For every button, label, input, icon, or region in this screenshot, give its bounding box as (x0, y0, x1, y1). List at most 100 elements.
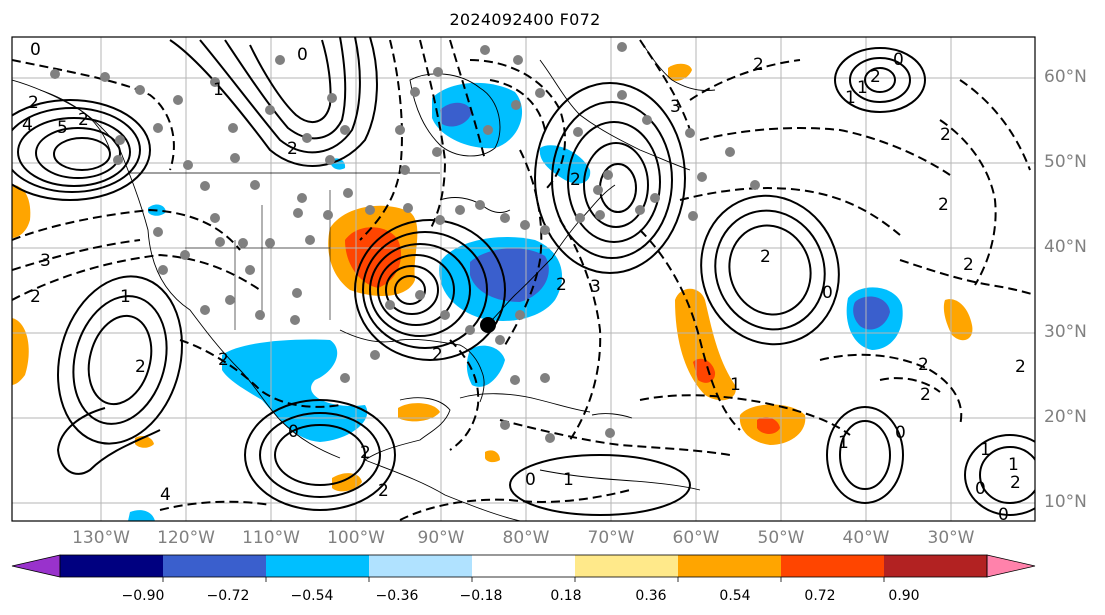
contour-se-2 (979, 446, 1035, 504)
contour-ne-atlantic-1 (834, 47, 926, 113)
dashed-contour-atlantic-2 (679, 187, 901, 236)
contour-label: 2 (940, 125, 951, 145)
dashed-contour-caribbean (499, 419, 731, 456)
contour-atlantic-high-2 (714, 209, 826, 331)
colorbar-tick-label: 0.72 (804, 588, 836, 604)
contour-high-gulf-alaska-5 (53, 137, 111, 171)
lon-label-80w: 80°W (502, 528, 550, 548)
cool-anomaly-mexico (222, 339, 368, 442)
contour-label: 1 (563, 470, 574, 490)
contour-label: 2 (1015, 357, 1026, 377)
contour-label: 2 (753, 55, 764, 75)
contour-low-central-us-4 (377, 254, 455, 326)
contour-label: 2 (920, 385, 931, 405)
storm-marker (480, 317, 496, 333)
contour-label: 2 (28, 93, 39, 113)
colorbar-segment (678, 555, 782, 577)
lat-label-40n: 40°N (1044, 237, 1087, 257)
lon-label-100w: 100°W (327, 528, 385, 548)
contour-label: 1 (1008, 455, 1019, 475)
contour-label: 0 (30, 40, 41, 60)
dashed-contour-tropical-2 (879, 377, 941, 393)
contour-label: 2 (30, 287, 41, 307)
contour-ridge-canada-2 (199, 37, 361, 154)
contour-labels: 0 2 4 5 2 1 2 0 1 2 2 3 4 2 2 0 2 1 2 3 … (22, 40, 1026, 525)
dashed-contour-central-1 (179, 339, 341, 408)
colorbar-segment (266, 555, 370, 577)
contour-label: 1 (857, 78, 868, 98)
contour-tropical-1 (826, 406, 904, 504)
colorbar-tick-label: 0.18 (550, 588, 582, 604)
contour-low-central-us-5 (385, 265, 439, 315)
contour-label: 0 (525, 470, 536, 490)
contour-label: 2 (218, 350, 229, 370)
warm-anomaly-pacific-edge (12, 318, 29, 385)
contour-label: 2 (378, 481, 389, 501)
lon-label-50w: 50°W (757, 528, 805, 548)
lat-label-10n: 10°N (1044, 492, 1087, 512)
contour-label: 1 (845, 88, 856, 108)
contour-south-mexico-2 (259, 412, 381, 498)
lon-label-90w: 90°W (417, 528, 465, 548)
contour-label: 1 (980, 440, 991, 460)
contour-label: 2 (963, 255, 974, 275)
strong-warm-anomaly-tropical (757, 417, 780, 434)
strong-cool-anomaly-east-atlantic (853, 296, 890, 330)
colorbar-extend-low (11, 554, 61, 578)
colorbar-tick-label: −0.36 (375, 588, 419, 604)
yucatan (364, 397, 451, 461)
cool-anomaly-gulf (466, 345, 505, 387)
contour-low-central-us-1 (354, 219, 506, 361)
warm-anomaly-pacific-south (332, 473, 362, 492)
lat-label-30n: 30°N (1044, 322, 1087, 342)
contour-newfoundland-4 (583, 142, 649, 228)
dashed-contour-east-atlantic-1 (939, 119, 997, 286)
map-title: 2024092400 F072 (449, 10, 601, 29)
contour-label: 2 (432, 345, 443, 365)
dashed-contour-east-1 (504, 149, 543, 346)
colorbar (11, 554, 1036, 582)
colorbar-tick-label: −0.18 (459, 588, 503, 604)
negative-contours (12, 39, 1035, 521)
contour-label: 0 (975, 479, 986, 499)
dashed-contour-hudson-1 (469, 59, 566, 191)
colorbar-segment (60, 555, 164, 577)
contour-label: 1 (120, 287, 131, 307)
dashed-contour-west-1 (12, 208, 241, 251)
contour-se-1 (964, 434, 1035, 516)
contour-newfoundland-1 (534, 82, 686, 274)
contour-newfoundland-2 (551, 101, 673, 259)
colorbar-segment (472, 555, 576, 577)
contour-label: 2 (360, 443, 371, 463)
contour-label: 2 (760, 247, 771, 267)
contour-label: 4 (22, 115, 33, 135)
contour-label: 2 (870, 67, 881, 87)
contour-label: 2 (287, 139, 298, 159)
dashed-contour-south-2 (159, 500, 271, 511)
contour-label: 0 (822, 283, 833, 303)
colorbar-tick-label: 0.54 (719, 588, 751, 604)
contour-label: 0 (288, 422, 299, 442)
contour-south-mexico-1 (244, 399, 396, 511)
warm-anomaly-small-2 (485, 450, 500, 463)
contour-pacific-sw-1 (57, 275, 183, 445)
dashed-contour-atlantic-1 (639, 229, 741, 431)
dashed-contour-south-1 (399, 489, 631, 521)
contour-label: 3 (40, 251, 51, 271)
contour-pacific-sw-2 (72, 295, 168, 425)
lon-label-120w: 120°W (157, 528, 215, 548)
dashed-contour-tropical-3 (639, 394, 851, 436)
contour-label: 2 (78, 110, 89, 130)
contour-label: 0 (895, 423, 906, 443)
warm-anomaly-west-edge (12, 185, 31, 238)
contour-label: 0 (998, 505, 1009, 525)
positive-contours (12, 37, 1035, 516)
contour-label: 1 (213, 80, 224, 100)
dashed-contour-atlantic-3 (699, 127, 951, 176)
contour-atlantic-high-3 (728, 224, 812, 316)
colorbar-tick-label: −0.90 (121, 588, 165, 604)
contour-label: 2 (135, 357, 146, 377)
dashed-contour-east-2 (559, 219, 602, 441)
contour-label: 2 (918, 355, 929, 375)
contour-label: 2 (570, 170, 581, 190)
